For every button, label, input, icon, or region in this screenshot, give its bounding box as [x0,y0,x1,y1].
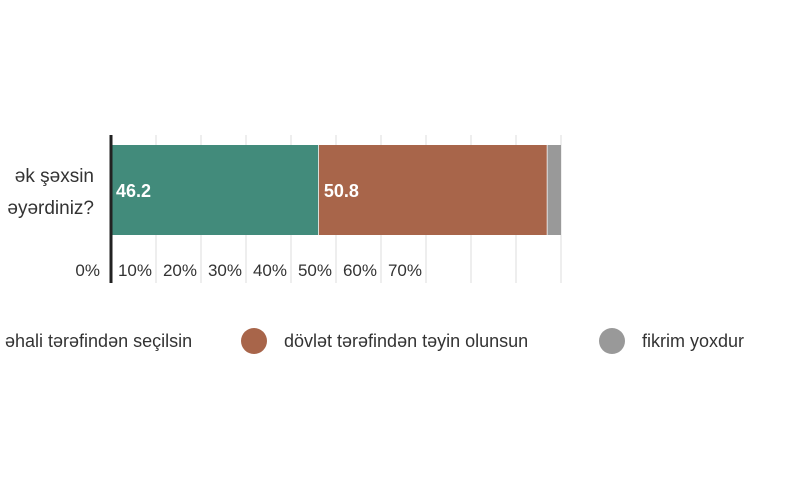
legend-swatch [599,328,625,354]
legend-swatch [241,328,267,354]
x-tick-label: 70% [388,261,422,280]
legend-label: əhali tərəfindən seçilsin [5,331,192,351]
x-tick-label: 10% [118,261,152,280]
x-tick-labels: 0% 10% 20% 30% 40% 50% 60% 70% [75,261,422,280]
x-tick-label: 50% [298,261,332,280]
category-label-line-2: əyərdiniz? [7,198,94,219]
bar-segment-0 [111,145,319,235]
category-label-line-1: ək şəxsin [15,166,94,187]
data-label: 46.2 [116,181,151,201]
x-tick-label: 40% [253,261,287,280]
x-tick-label: 30% [208,261,242,280]
legend: əhali tərəfindən seçilsin dövlət tərəfind… [5,328,744,354]
data-labels: 46.2 50.8 [116,181,359,201]
bars [111,145,561,235]
x-tick-label: 0% [75,261,100,280]
category-labels: ək şəxsin əyərdiniz? [7,166,94,219]
data-label: 50.8 [324,181,359,201]
bar-segment-2 [547,145,561,235]
legend-label: fikrim yoxdur [642,331,744,351]
x-tick-label: 60% [343,261,377,280]
x-tick-label: 20% [163,261,197,280]
legend-label: dövlət tərəfindən təyin olunsun [284,331,528,351]
bar-segment-1 [318,145,548,235]
